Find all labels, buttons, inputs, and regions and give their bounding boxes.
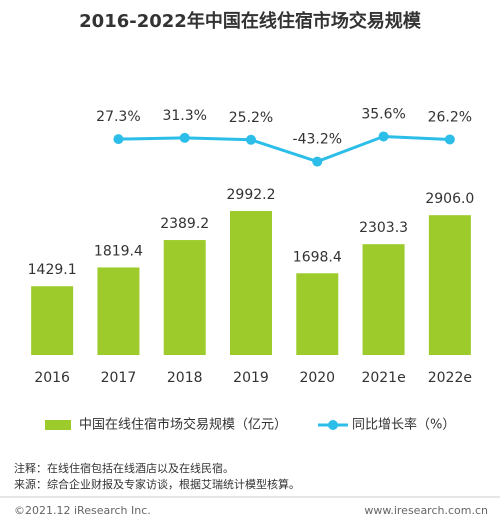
data-label: 35.6% — [361, 106, 405, 122]
x-tick-label: 2018 — [167, 370, 203, 386]
data-label: 2992.2 — [227, 187, 276, 203]
line-point — [179, 132, 190, 143]
x-tick-label: 2016 — [34, 370, 70, 386]
line — [118, 134, 450, 164]
x-tick-label: 2022e — [428, 370, 472, 386]
legend-swatch — [45, 420, 71, 430]
x-tick-label: 2021e — [361, 370, 405, 386]
line-point — [246, 134, 256, 145]
x-tick-label: 2019 — [233, 370, 269, 386]
x-tick-label: 2020 — [299, 370, 335, 386]
line-point — [312, 156, 323, 167]
data-label: 26.2% — [428, 109, 472, 125]
data-label: 27.3% — [96, 109, 140, 125]
footer-right: www.iresearch.com.cn — [364, 504, 488, 517]
legend-label: 同比增长率（%） — [352, 417, 455, 433]
line-point — [113, 134, 124, 145]
footer-left: ©2021.12 iResearch Inc. — [14, 504, 151, 517]
data-label: 1698.4 — [293, 249, 342, 265]
data-label: 1429.1 — [28, 262, 77, 278]
bar — [362, 244, 405, 355]
data-label: 2303.3 — [359, 220, 408, 236]
note: 注释：在线住宿包括在线酒店以及在线民宿。 — [14, 461, 234, 475]
bar — [97, 267, 140, 355]
line-point — [378, 131, 389, 142]
data-label: 2906.0 — [425, 191, 474, 207]
bar — [31, 286, 74, 355]
legend-label: 中国在线住宿市场交易规模（亿元） — [79, 417, 287, 433]
bar — [296, 273, 339, 355]
bar — [163, 240, 206, 355]
chart-title: 2016-2022年中国在线住宿市场交易规模 — [79, 10, 422, 32]
data-label: 2389.2 — [160, 216, 209, 232]
bar — [428, 215, 471, 355]
data-label: 1819.4 — [94, 243, 143, 259]
legend-swatch — [328, 420, 338, 430]
data-label: 31.3% — [162, 108, 206, 124]
x-tick-label: 2017 — [101, 370, 137, 386]
data-label: -43.2% — [293, 132, 343, 148]
note: 来源：综合企业财报及专家访谈，根据艾瑞统计模型核算。 — [14, 477, 300, 491]
data-label: 25.2% — [229, 110, 273, 126]
bar — [230, 211, 272, 355]
line-point — [444, 134, 455, 145]
